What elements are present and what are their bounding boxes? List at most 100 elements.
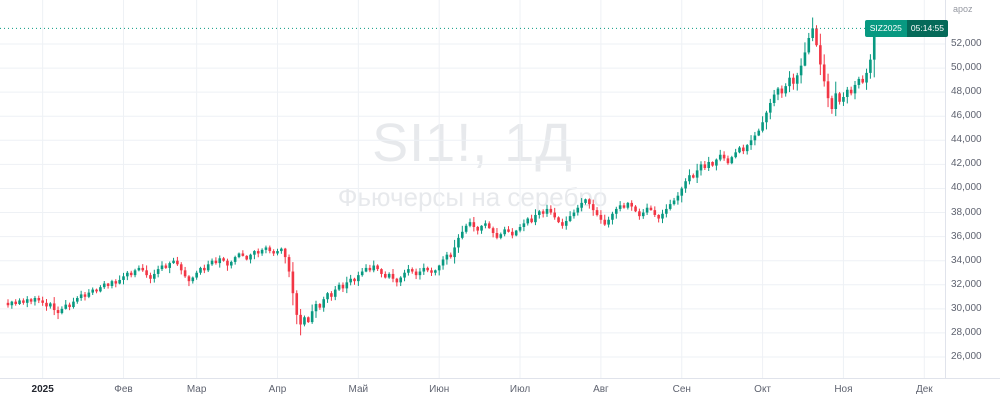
candle-body — [595, 210, 599, 215]
candle-body — [72, 301, 75, 308]
candle-body — [87, 292, 91, 297]
candle-body — [776, 88, 780, 95]
candle-body — [283, 248, 287, 258]
candle-body — [457, 237, 460, 248]
candle-body — [210, 260, 214, 265]
candle-body — [330, 293, 333, 297]
candle-body — [757, 130, 761, 136]
candlestick-plot[interactable] — [0, 0, 945, 378]
candle-body — [522, 223, 526, 227]
candle-body — [772, 94, 776, 103]
candle-body — [22, 300, 25, 303]
candle-body — [133, 270, 137, 276]
time-axis-label: Авг — [593, 384, 609, 395]
candle-body — [310, 311, 314, 323]
candle-body — [422, 267, 426, 272]
candle-body — [64, 304, 68, 309]
price-axis[interactable]: 52,000 50,000 48,000 46,000 44,000 42,000 40,0… — [945, 0, 1000, 378]
candle-body — [661, 213, 664, 219]
candle-body — [538, 211, 541, 215]
candle-body — [665, 208, 668, 214]
candle-body — [149, 275, 152, 279]
candle-body — [692, 175, 695, 178]
candle-body — [68, 304, 71, 308]
candle-body — [464, 225, 468, 232]
candle-body — [445, 254, 449, 260]
candle-body — [441, 259, 445, 266]
candle-body — [734, 152, 737, 158]
candle-body — [349, 278, 352, 283]
candle-body — [49, 303, 52, 307]
candle-body — [272, 251, 275, 254]
candle-body — [668, 204, 672, 209]
candle-body — [857, 78, 861, 85]
candle-body — [76, 298, 79, 302]
candle-body — [638, 211, 641, 217]
candle-body — [745, 145, 749, 152]
candle-body — [52, 303, 56, 311]
price-axis-label: 34,000 — [951, 254, 982, 266]
candle-body — [703, 164, 707, 168]
candle-body — [761, 122, 764, 131]
time-axis[interactable]: 2025 Фев Мар Апр Май Июн Июл Авг Сен Окт Ноя Дек — [0, 378, 1000, 400]
price-axis-label: 46,000 — [951, 110, 982, 122]
candle-body — [842, 96, 845, 102]
candle-body — [865, 72, 868, 83]
price-line-label[interactable]: SIZ2025 05:14:55 — [864, 20, 948, 37]
candle-body — [792, 77, 795, 84]
candle-body — [160, 265, 164, 270]
candle-body — [699, 164, 703, 171]
candle-body — [822, 64, 826, 82]
price-axis-label: 40,000 — [951, 182, 982, 194]
candle-body — [553, 212, 556, 218]
candle-body — [449, 254, 453, 258]
candle-body — [507, 229, 510, 232]
candle-body — [337, 284, 341, 290]
candle-body — [799, 65, 803, 76]
candle-body — [784, 86, 787, 94]
candle-body — [830, 98, 834, 110]
candle-body — [765, 112, 768, 123]
candle-body — [557, 217, 560, 223]
candle-body — [126, 272, 129, 277]
candle-body — [611, 213, 614, 220]
candle-body — [129, 272, 133, 276]
candle-body — [503, 229, 506, 235]
candle-body — [137, 267, 141, 271]
price-axis-label: 38,000 — [951, 206, 982, 218]
price-axis-label: 48,000 — [951, 86, 982, 98]
candle-body — [79, 294, 83, 299]
candle-body — [364, 267, 368, 272]
candle-body — [141, 267, 145, 271]
candle-body — [249, 254, 252, 260]
candle-body — [788, 77, 791, 87]
candle-body — [626, 202, 630, 208]
candle-body — [869, 59, 872, 73]
candle-body — [153, 273, 156, 279]
price-axis-label: 44,000 — [951, 134, 982, 146]
candle-body — [511, 231, 514, 236]
candle-body — [99, 287, 102, 292]
candle-body — [176, 260, 179, 265]
axis-unit-label: apoz — [953, 4, 973, 14]
candle-body — [391, 273, 395, 279]
candle-body — [333, 289, 337, 297]
price-axis-label: 36,000 — [951, 230, 982, 242]
candle-body — [14, 301, 17, 305]
candle-body — [357, 275, 360, 282]
candle-body — [487, 223, 491, 229]
candle-body — [838, 93, 841, 102]
candle-body — [214, 260, 218, 264]
candle-body — [326, 293, 329, 300]
candle-body — [468, 222, 472, 226]
candle-body — [322, 299, 325, 308]
time-axis-label: Мар — [186, 384, 207, 395]
candle-body — [33, 298, 37, 302]
candle-body — [384, 273, 387, 278]
candle-body — [564, 220, 568, 226]
candle-body — [106, 283, 110, 286]
candle-body — [472, 222, 476, 227]
candle-body — [769, 102, 772, 113]
candle-body — [846, 89, 849, 97]
